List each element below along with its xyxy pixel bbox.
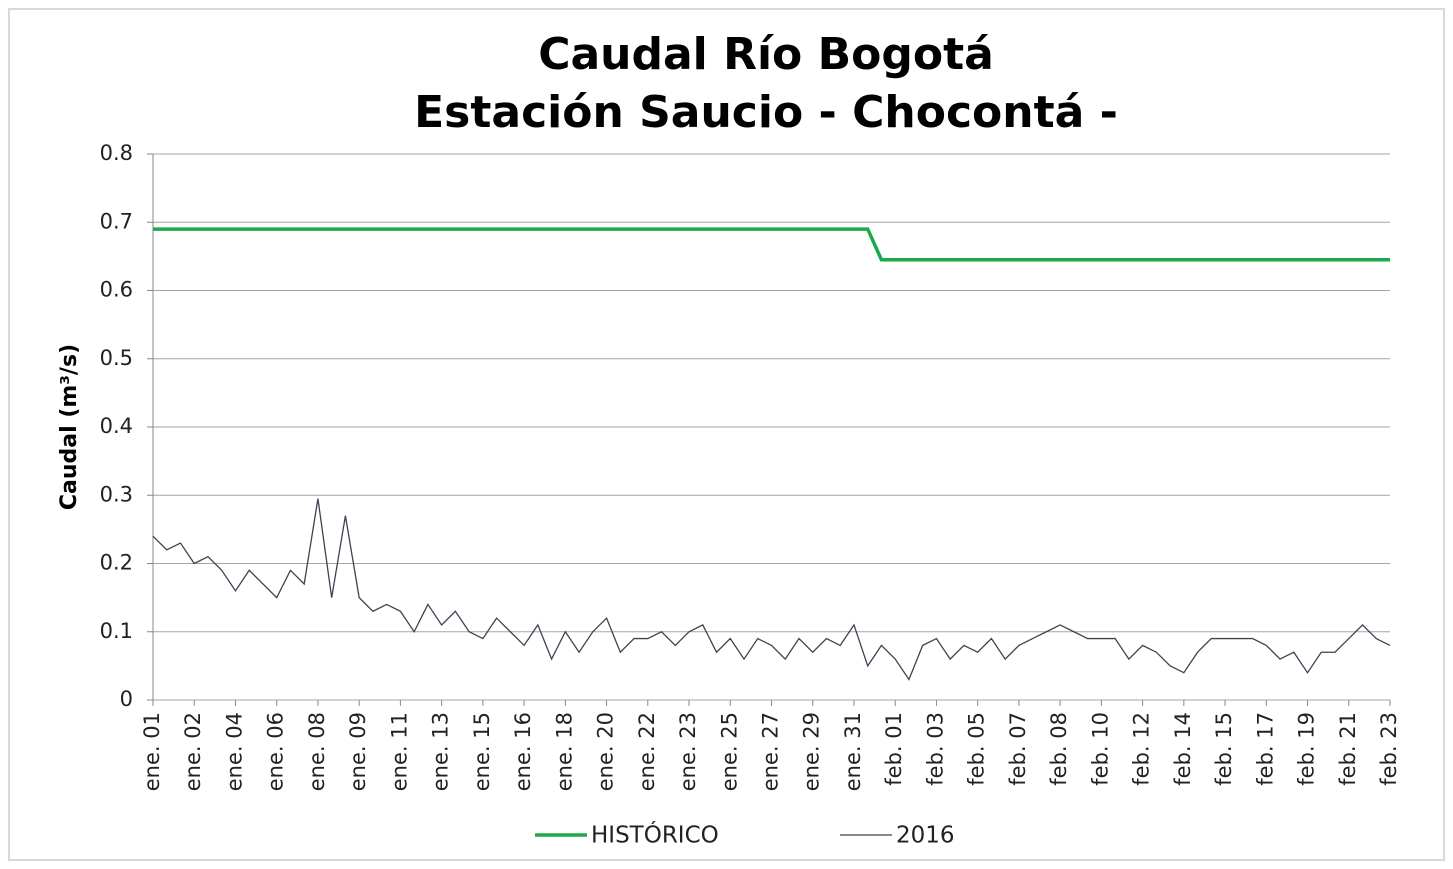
x-tick-label: feb. 03	[923, 712, 947, 786]
x-tick-label: ene. 09	[346, 712, 370, 791]
x-tick-label: feb. 01	[882, 712, 906, 786]
x-tick-label: ene. 01	[140, 712, 164, 791]
x-tick-label: ene. 22	[635, 712, 659, 791]
chart-title: Caudal Río Bogotá	[538, 29, 994, 80]
x-tick-label: ene. 31	[841, 712, 865, 791]
x-tick-label: ene. 04	[222, 712, 246, 791]
y-tick-label: 0.2	[100, 551, 133, 575]
y-axis-label: Caudal (m³/s)	[57, 344, 82, 510]
x-tick-label: ene. 08	[305, 712, 329, 791]
x-tick-label: ene. 27	[759, 712, 783, 791]
x-tick-label: feb. 19	[1295, 712, 1319, 786]
x-tick-label: ene. 20	[594, 712, 618, 791]
y-tick-label: 0.7	[100, 209, 133, 233]
x-tick-label: feb. 12	[1130, 712, 1154, 786]
x-tick-label: feb. 05	[965, 712, 989, 786]
y-tick-label: 0.8	[100, 141, 133, 165]
data-line	[153, 227, 1390, 262]
x-tick-label: ene. 11	[387, 712, 411, 791]
x-tick-label: feb. 07	[1006, 712, 1030, 786]
y-tick-label: 0.5	[100, 346, 133, 370]
x-tick-label: ene. 25	[717, 712, 741, 791]
x-tick-label: feb. 23	[1377, 712, 1401, 786]
y-tick-label: 0.4	[100, 414, 133, 438]
x-tick-label: ene. 02	[181, 712, 205, 791]
x-tick-label: feb. 21	[1336, 712, 1360, 786]
legend-label: HISTÓRICO	[591, 821, 719, 849]
x-tick-label: feb. 15	[1212, 712, 1236, 786]
data-line	[152, 498, 1391, 681]
y-tick-label: 0.3	[100, 482, 133, 506]
x-tick-label: ene. 06	[264, 712, 288, 791]
chart-border	[8, 8, 1445, 861]
chart-title: Estación Saucio - Chocontá -	[414, 87, 1118, 138]
y-tick-label: 0	[120, 687, 133, 711]
x-tick-label: ene. 23	[676, 712, 700, 791]
x-tick-label: ene. 13	[429, 712, 453, 791]
y-tick-label: 0.1	[100, 619, 133, 643]
x-tick-label: ene. 15	[470, 712, 494, 791]
x-tick-label: feb. 08	[1047, 712, 1071, 786]
x-tick-label: ene. 16	[511, 712, 535, 791]
x-tick-label: ene. 29	[800, 712, 824, 791]
y-tick-label: 0.6	[100, 278, 133, 302]
x-tick-label: feb. 17	[1253, 712, 1277, 786]
x-tick-label: feb. 10	[1088, 712, 1112, 786]
x-tick-label: ene. 18	[552, 712, 576, 791]
x-tick-label: feb. 14	[1171, 712, 1195, 786]
legend-label: 2016	[896, 823, 955, 849]
